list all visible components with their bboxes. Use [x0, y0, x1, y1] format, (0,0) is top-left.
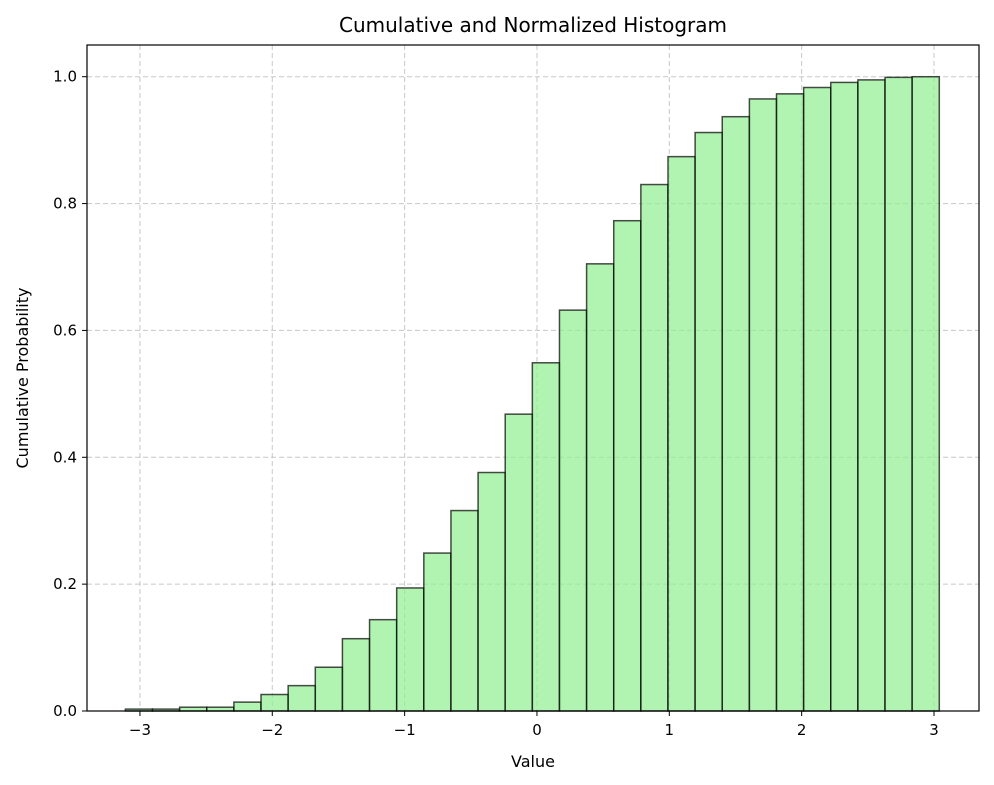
histogram-bar: [395, 587, 425, 712]
histogram-bar: [640, 183, 669, 712]
histogram-bar: [612, 219, 642, 712]
y-tick-label: 1.0: [53, 68, 77, 86]
histogram-bar: [830, 81, 859, 712]
histogram-bars: [124, 75, 941, 712]
x-tick-label: −1: [394, 721, 416, 739]
histogram-bar: [802, 86, 832, 712]
histogram-bar: [314, 666, 344, 712]
histogram-bar: [667, 155, 696, 712]
histogram-bar: [857, 79, 886, 712]
histogram-bar: [423, 552, 452, 712]
histogram-bar: [260, 693, 289, 712]
x-tick-label: 1: [665, 721, 675, 739]
y-tick-label: 0.8: [53, 195, 77, 213]
x-tick-label: 3: [929, 721, 939, 739]
histogram-bar: [368, 618, 398, 712]
histogram-bar: [504, 413, 534, 712]
x-tick-label: 0: [532, 721, 542, 739]
histogram-bar: [585, 263, 615, 712]
chart-title: Cumulative and Normalized Histogram: [339, 13, 727, 37]
y-tick-label: 0.6: [53, 321, 77, 339]
histogram-bar: [233, 701, 262, 712]
histogram-bar: [748, 98, 778, 712]
histogram-bar: [531, 362, 561, 712]
y-axis-ticks: 0.0 0.2 0.4 0.6 0.8 1.0: [53, 68, 87, 720]
histogram-bar: [884, 76, 913, 712]
histogram-bar: [775, 93, 805, 712]
histogram-bar: [911, 75, 941, 712]
y-axis-label: Cumulative Probability: [13, 288, 32, 469]
histogram-bar: [287, 684, 317, 712]
histogram-bar: [694, 131, 724, 712]
x-axis-label: Value: [511, 752, 555, 771]
histogram-bar: [721, 115, 751, 712]
y-tick-label: 0.2: [53, 575, 77, 593]
x-tick-label: 2: [797, 721, 807, 739]
y-tick-label: 0.4: [53, 448, 77, 466]
x-tick-label: −2: [261, 721, 283, 739]
histogram-bar: [477, 471, 506, 712]
histogram-bar: [450, 509, 479, 712]
plot-frame: [86, 44, 980, 712]
x-axis-ticks: −3 −2 −1 0 1 2 3: [129, 711, 939, 739]
y-tick-label: 0.0: [53, 702, 77, 720]
x-tick-label: −3: [129, 721, 151, 739]
histogram-bar: [341, 637, 371, 712]
histogram-bar: [558, 309, 588, 712]
